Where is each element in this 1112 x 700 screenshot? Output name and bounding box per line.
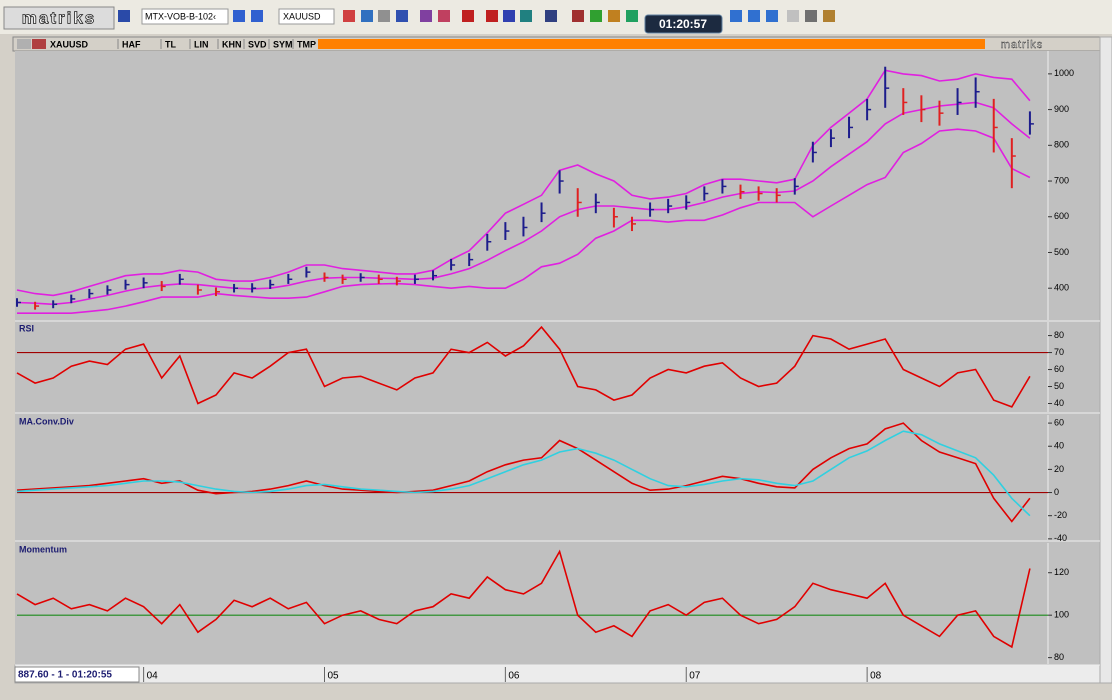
icon[interactable] [748, 10, 760, 22]
workspace-text: MTX-VOB-B-102‹ [145, 11, 216, 21]
icon[interactable] [17, 39, 31, 49]
y-tick-label: 40 [1054, 441, 1064, 451]
line [16, 325, 1031, 408]
x-axis-row [14, 664, 1101, 684]
y-tick-label: 500 [1054, 247, 1069, 257]
logo: matriks [22, 8, 96, 27]
y-tick-label: 60 [1054, 364, 1064, 374]
line [16, 549, 1031, 649]
line [17, 128, 1031, 314]
save-icon[interactable] [118, 10, 130, 22]
tab[interactable]: HAF [122, 39, 141, 49]
icon[interactable] [251, 10, 263, 22]
panel-title: RSI [19, 323, 34, 333]
icon[interactable] [766, 10, 778, 22]
x-tick-label: 04 [147, 671, 159, 682]
y-tick-label: -40 [1054, 533, 1067, 543]
panel-title: Momentum [19, 544, 67, 554]
x-tick-label: 06 [508, 671, 520, 682]
clock: 01:20:57 [659, 17, 707, 31]
icon[interactable] [462, 10, 474, 22]
y-tick-label: 0 [1054, 487, 1059, 497]
line [16, 69, 1031, 297]
icon[interactable] [787, 10, 799, 22]
y-tick-label: 900 [1054, 104, 1069, 114]
icon[interactable] [343, 10, 355, 22]
x-tick-label: 08 [870, 671, 882, 682]
icon[interactable] [396, 10, 408, 22]
icon[interactable] [486, 10, 498, 22]
y-tick-label: 120 [1054, 567, 1069, 577]
y-tick-label: 600 [1054, 211, 1069, 221]
h-scrollbar[interactable] [0, 684, 1112, 695]
tab[interactable]: SYM [273, 39, 293, 49]
icon[interactable] [420, 10, 432, 22]
y-tick-label: 80 [1054, 330, 1064, 340]
line [16, 430, 1031, 517]
y-tick-label: 400 [1054, 283, 1069, 293]
y-tick-label: 1000 [1054, 68, 1074, 78]
y-tick-label: 70 [1054, 347, 1064, 357]
clock-box [644, 14, 723, 34]
icon[interactable] [378, 10, 390, 22]
tab-symbol[interactable]: XAUUSD [50, 39, 89, 49]
tab[interactable]: LIN [194, 39, 209, 49]
status: 887.60 - 1 - 01:20:55 [18, 670, 112, 681]
icon[interactable] [233, 10, 245, 22]
icon[interactable] [805, 10, 817, 22]
toolbar-icons [343, 10, 835, 22]
y-tick-label: 40 [1054, 398, 1064, 408]
icon[interactable] [608, 10, 620, 22]
orange-strip [318, 39, 985, 49]
logo-box [3, 6, 115, 30]
icon[interactable] [572, 10, 584, 22]
icon[interactable] [590, 10, 602, 22]
line [16, 101, 1031, 306]
icon[interactable] [361, 10, 373, 22]
panel-title: MA.Conv.Div [19, 416, 74, 426]
icon[interactable] [626, 10, 638, 22]
status-box [14, 666, 140, 683]
chart-area [15, 51, 1100, 665]
y-tick-label: -20 [1054, 510, 1067, 520]
symbol-text: XAUUSD [283, 11, 321, 21]
icon[interactable] [730, 10, 742, 22]
x-tick-label: 05 [327, 671, 339, 682]
icon[interactable] [503, 10, 515, 22]
y-tick-label: 80 [1054, 652, 1064, 662]
y-tick-label: 20 [1054, 464, 1064, 474]
icon[interactable] [520, 10, 532, 22]
y-tick-label: 60 [1054, 417, 1064, 427]
v-scrollbar[interactable] [1099, 36, 1112, 684]
tab[interactable]: KHN [222, 39, 242, 49]
symbol-select[interactable] [278, 8, 335, 25]
tab[interactable]: SVD [248, 39, 267, 49]
icon[interactable] [823, 10, 835, 22]
brand: matriks [1001, 39, 1043, 51]
workspace-select[interactable] [141, 8, 229, 25]
y-tick-label: 50 [1054, 381, 1064, 391]
y-tick-label: 100 [1054, 610, 1069, 620]
y-tick-label: 700 [1054, 175, 1069, 185]
y-tick-label: 800 [1054, 140, 1069, 150]
tab[interactable]: TMP [297, 39, 316, 49]
icon[interactable] [438, 10, 450, 22]
x-tick-label: 07 [689, 671, 701, 682]
tab[interactable]: TL [165, 39, 176, 49]
icon[interactable] [32, 39, 46, 49]
icon[interactable] [545, 10, 557, 22]
